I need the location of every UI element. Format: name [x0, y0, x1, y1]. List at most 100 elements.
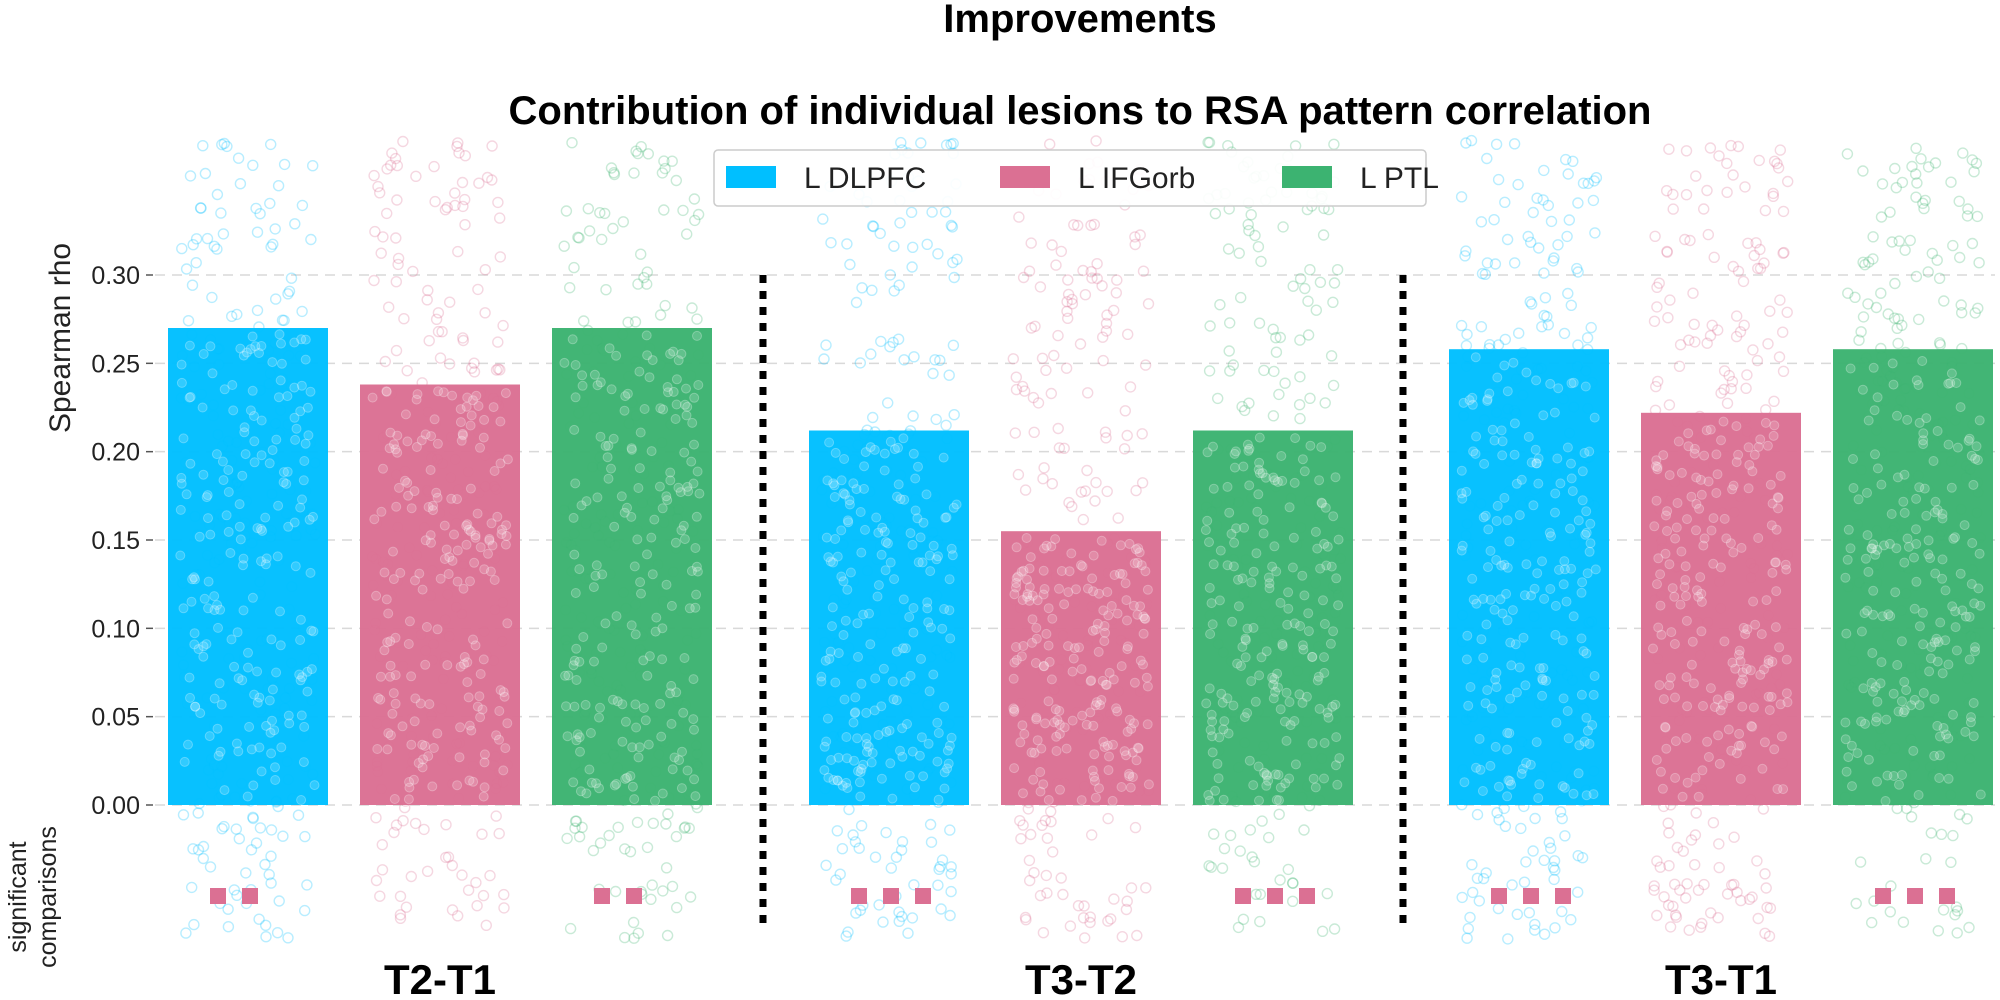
jitter-point: [1097, 354, 1109, 367]
bar-point: [666, 718, 677, 729]
bar-point: [1762, 440, 1773, 451]
jitter-point: [492, 336, 504, 348]
bar-point: [853, 651, 863, 662]
bar-point: [212, 600, 223, 610]
bar-point: [1216, 688, 1227, 699]
jitter-point: [494, 251, 506, 263]
bar-point: [933, 794, 944, 805]
bar-point: [1456, 545, 1467, 556]
bar-point: [1047, 613, 1058, 624]
jitter-point: [1556, 905, 1568, 918]
jitter-point: [307, 159, 319, 172]
jitter-point: [201, 232, 214, 245]
jitter-point: [1086, 272, 1098, 284]
bar-point: [252, 666, 263, 677]
group-label-t2-t1: T2-T1: [384, 956, 496, 1000]
bar-point: [1319, 538, 1330, 549]
jitter-point: [451, 140, 463, 153]
bar-point: [1841, 766, 1852, 777]
bar-point: [1848, 454, 1858, 464]
jitter-point: [1502, 933, 1514, 945]
jitter-point: [1294, 334, 1306, 346]
jitter-point: [407, 265, 419, 278]
bar-point: [657, 623, 668, 634]
jitter-point: [657, 885, 669, 897]
jitter-point: [1465, 134, 1478, 147]
bar-point: [933, 728, 944, 738]
bar-point: [609, 521, 620, 532]
jitter-point: [296, 199, 309, 212]
bar-point: [228, 405, 239, 416]
bar-point: [1008, 673, 1019, 684]
bar-point: [275, 606, 285, 617]
jitter-point: [1202, 136, 1214, 149]
bar-point: [880, 537, 891, 548]
jitter-point: [1100, 432, 1112, 444]
bar-point: [1545, 378, 1556, 389]
jitter-point: [392, 252, 405, 265]
bar-point: [297, 672, 308, 683]
bar-point: [1937, 668, 1948, 679]
jitter-point: [276, 314, 289, 326]
jitter-point: [490, 364, 503, 376]
jitter-point: [1462, 922, 1475, 935]
jitter-point: [1118, 443, 1131, 455]
bar-point: [879, 448, 890, 459]
bar-point: [932, 717, 943, 728]
jitter-point: [231, 308, 243, 321]
bar-point: [472, 508, 483, 519]
bar-point: [1652, 579, 1662, 590]
jitter-point: [234, 177, 247, 190]
bar-point: [249, 411, 259, 421]
bar-point: [1120, 578, 1131, 589]
jitter-point: [1669, 909, 1682, 921]
bar-point: [475, 712, 486, 723]
bar-point: [1103, 610, 1114, 621]
bar-point: [1708, 558, 1719, 569]
jitter-point: [1075, 486, 1088, 498]
jitter-point: [1731, 886, 1743, 898]
bar-point: [871, 512, 882, 523]
bar-point: [1929, 507, 1940, 518]
bar-point: [882, 538, 893, 549]
bar-point: [1276, 451, 1287, 461]
bar-point: [1055, 784, 1065, 795]
bar-point: [1261, 646, 1272, 657]
jitter-point: [564, 922, 577, 935]
bar-point: [295, 406, 306, 417]
bar-point: [1676, 546, 1687, 557]
bar-point: [1497, 436, 1508, 447]
jitter-point: [1715, 387, 1727, 399]
bar-point: [859, 461, 870, 472]
bar-point: [1538, 663, 1549, 673]
bar-point: [211, 449, 222, 460]
jitter-point: [1588, 175, 1600, 187]
bar-point: [1248, 780, 1259, 791]
jitter-point: [1854, 856, 1867, 868]
jitter-point: [1867, 253, 1879, 265]
jitter-point: [1331, 264, 1344, 276]
bar-point: [1742, 624, 1753, 635]
jitter-point: [1461, 328, 1473, 341]
bar-point: [381, 594, 392, 605]
jitter-point: [1857, 256, 1869, 268]
jitter-point: [1891, 322, 1903, 334]
jitter-point: [1734, 326, 1747, 338]
bar-point: [1322, 541, 1333, 552]
jitter-point: [820, 339, 832, 351]
jitter-point: [381, 207, 393, 220]
bar-point: [1868, 585, 1879, 596]
jitter-point: [1725, 139, 1737, 152]
bar-point: [500, 743, 511, 754]
bar-point: [873, 730, 884, 740]
bar-point: [850, 707, 861, 718]
bar-point: [466, 410, 477, 421]
bar-point: [1485, 594, 1496, 605]
jitter-point: [1245, 208, 1257, 221]
y-tick-label: 0.20: [91, 439, 140, 467]
bar-point: [1483, 562, 1493, 573]
bar-point: [1913, 380, 1924, 390]
bar-point: [600, 441, 611, 451]
bar-point: [378, 463, 388, 474]
bar-point: [1694, 503, 1705, 514]
